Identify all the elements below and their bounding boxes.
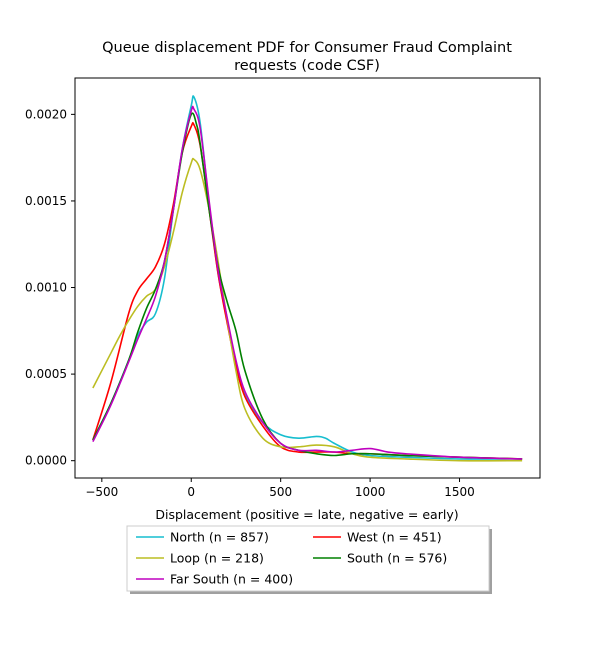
plot-area: −500 0 500 1000 1500 0.0000 0.0005 0.0010 0.0015… (25, 77, 541, 499)
series-line-3 (92, 112, 523, 460)
plot-frame (74, 77, 541, 479)
x-tick-label: 1500 (444, 485, 475, 499)
y-tick-label: 0.0000 (25, 454, 67, 468)
x-tick-label: 1000 (355, 485, 386, 499)
x-tick-label: 0 (187, 485, 195, 499)
x-tick-label: −500 (85, 485, 118, 499)
legend-label-4: Far South (n = 400) (170, 572, 293, 587)
y-tick-label: 0.0015 (25, 194, 67, 208)
legend-box (126, 525, 490, 592)
y-tick-label: 0.0010 (25, 281, 67, 295)
legend: North (n = 857) West (n = 451) Loop (n = 2… (126, 525, 492, 594)
y-tick-label: 0.0020 (25, 107, 67, 121)
legend-label-3: South (n = 576) (347, 551, 447, 566)
chart-title-line-1: Queue displacement PDF for Consumer Frau… (102, 40, 512, 56)
x-tick-label: 500 (269, 485, 292, 499)
legend-label-0: North (n = 857) (170, 530, 269, 545)
legend-label-1: West (n = 451) (347, 530, 442, 545)
series-line-0 (92, 95, 523, 460)
chart-title-line-2: requests (code CSF) (234, 58, 380, 74)
y-tick-label: 0.0005 (25, 367, 67, 381)
legend-label-2: Loop (n = 218) (170, 551, 264, 566)
x-axis-label: Displacement (positive = late, negative … (155, 507, 458, 522)
series-line-4 (92, 105, 523, 460)
